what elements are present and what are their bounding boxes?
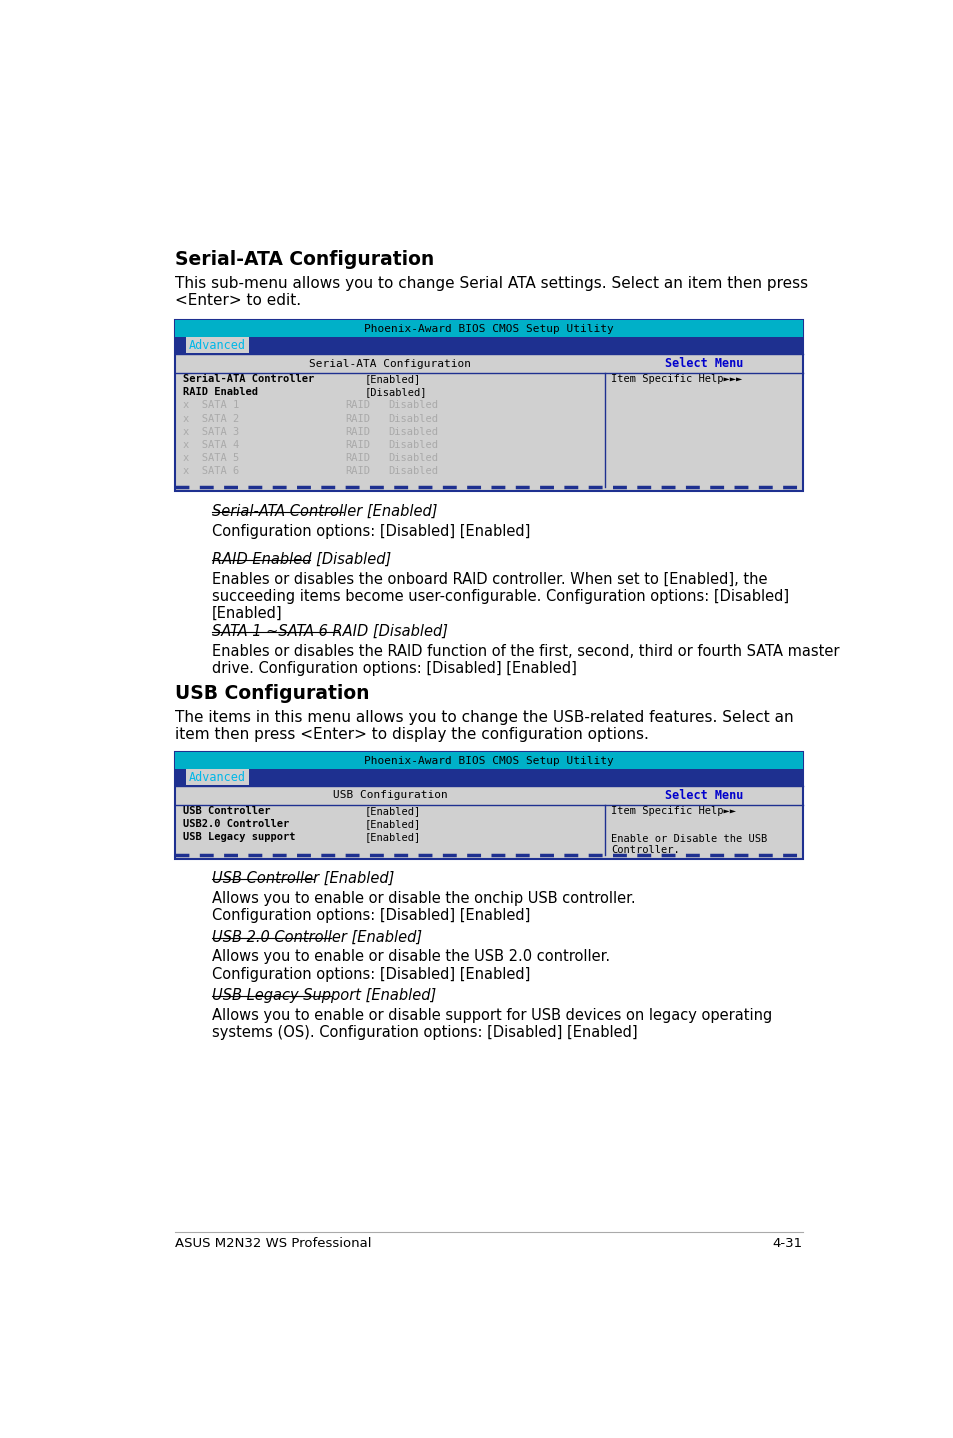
Text: [Enabled]: [Enabled] <box>365 807 420 817</box>
Text: Allows you to enable or disable the onchip USB controller.
Configuration options: Allows you to enable or disable the onch… <box>212 892 636 923</box>
Text: x  SATA 6: x SATA 6 <box>183 466 239 476</box>
Text: ASUS M2N32 WS Professional: ASUS M2N32 WS Professional <box>174 1237 371 1250</box>
FancyBboxPatch shape <box>186 338 249 352</box>
Text: Phoenix-Award BIOS CMOS Setup Utility: Phoenix-Award BIOS CMOS Setup Utility <box>364 756 613 766</box>
Text: RAID Enabled: RAID Enabled <box>183 387 257 397</box>
Text: USB Controller: USB Controller <box>183 807 270 817</box>
Text: Advanced: Advanced <box>189 771 246 784</box>
FancyBboxPatch shape <box>174 752 802 769</box>
Text: x  SATA 1: x SATA 1 <box>183 401 239 410</box>
FancyBboxPatch shape <box>174 321 802 492</box>
Text: Disabled: Disabled <box>388 401 437 410</box>
Text: RAID Enabled [Disabled]: RAID Enabled [Disabled] <box>212 551 391 567</box>
Text: [Enabled]: [Enabled] <box>365 833 420 843</box>
Text: Phoenix-Award BIOS CMOS Setup Utility: Phoenix-Award BIOS CMOS Setup Utility <box>364 324 613 334</box>
Text: SATA 1 ~SATA 6 RAID [Disabled]: SATA 1 ~SATA 6 RAID [Disabled] <box>212 624 448 638</box>
Text: RAID: RAID <box>345 414 370 424</box>
Text: USB Controller [Enabled]: USB Controller [Enabled] <box>212 871 395 886</box>
Text: USB 2.0 Controller [Enabled]: USB 2.0 Controller [Enabled] <box>212 929 422 945</box>
Text: Enables or disables the onboard RAID controller. When set to [Enabled], the
succ: Enables or disables the onboard RAID con… <box>212 571 788 621</box>
Text: x  SATA 5: x SATA 5 <box>183 453 239 463</box>
Text: Serial-ATA Controller [Enabled]: Serial-ATA Controller [Enabled] <box>212 503 437 519</box>
Text: USB Configuration: USB Configuration <box>174 684 369 703</box>
Text: USB2.0 Controller: USB2.0 Controller <box>183 820 289 830</box>
Text: RAID: RAID <box>345 440 370 450</box>
Text: Disabled: Disabled <box>388 414 437 424</box>
Text: Select Menu: Select Menu <box>664 357 742 370</box>
Text: This sub-menu allows you to change Serial ATA settings. Select an item then pres: This sub-menu allows you to change Seria… <box>174 276 807 308</box>
Text: RAID: RAID <box>345 401 370 410</box>
Text: [Enabled]: [Enabled] <box>365 374 420 384</box>
Text: x  SATA 3: x SATA 3 <box>183 427 239 437</box>
FancyBboxPatch shape <box>174 752 802 858</box>
Text: RAID: RAID <box>345 427 370 437</box>
Text: Enables or disables the RAID function of the first, second, third or fourth SATA: Enables or disables the RAID function of… <box>212 644 839 676</box>
Text: RAID: RAID <box>345 466 370 476</box>
Text: Select Menu: Select Menu <box>664 789 742 802</box>
Text: 4-31: 4-31 <box>772 1237 802 1250</box>
Text: Disabled: Disabled <box>388 427 437 437</box>
Text: x  SATA 4: x SATA 4 <box>183 440 239 450</box>
Text: Disabled: Disabled <box>388 453 437 463</box>
Text: Enable or Disable the USB
Controller.: Enable or Disable the USB Controller. <box>611 834 767 856</box>
Text: Allows you to enable or disable support for USB devices on legacy operating
syst: Allows you to enable or disable support … <box>212 1008 772 1041</box>
FancyBboxPatch shape <box>186 769 249 785</box>
Text: x  SATA 2: x SATA 2 <box>183 414 239 424</box>
Text: Configuration options: [Disabled] [Enabled]: Configuration options: [Disabled] [Enabl… <box>212 523 530 539</box>
Text: RAID: RAID <box>345 453 370 463</box>
Text: Disabled: Disabled <box>388 466 437 476</box>
FancyBboxPatch shape <box>174 338 802 354</box>
Text: The items in this menu allows you to change the USB-related features. Select an
: The items in this menu allows you to cha… <box>174 710 793 742</box>
Text: Serial-ATA Configuration: Serial-ATA Configuration <box>174 250 434 269</box>
Text: [Disabled]: [Disabled] <box>365 387 427 397</box>
FancyBboxPatch shape <box>174 769 802 787</box>
Text: Serial-ATA Controller: Serial-ATA Controller <box>183 374 314 384</box>
Text: [Enabled]: [Enabled] <box>365 820 420 830</box>
Text: USB Configuration: USB Configuration <box>333 791 447 801</box>
Text: Serial-ATA Configuration: Serial-ATA Configuration <box>309 358 471 368</box>
Text: USB Legacy support: USB Legacy support <box>183 833 295 843</box>
Text: Item Specific Help►►►: Item Specific Help►►► <box>611 374 741 384</box>
Text: USB Legacy Support [Enabled]: USB Legacy Support [Enabled] <box>212 988 436 1002</box>
Text: Disabled: Disabled <box>388 440 437 450</box>
FancyBboxPatch shape <box>174 321 802 338</box>
Text: Allows you to enable or disable the USB 2.0 controller.
Configuration options: [: Allows you to enable or disable the USB … <box>212 949 610 982</box>
Text: Item Specific Help►►: Item Specific Help►► <box>611 807 736 817</box>
Text: Advanced: Advanced <box>189 339 246 352</box>
